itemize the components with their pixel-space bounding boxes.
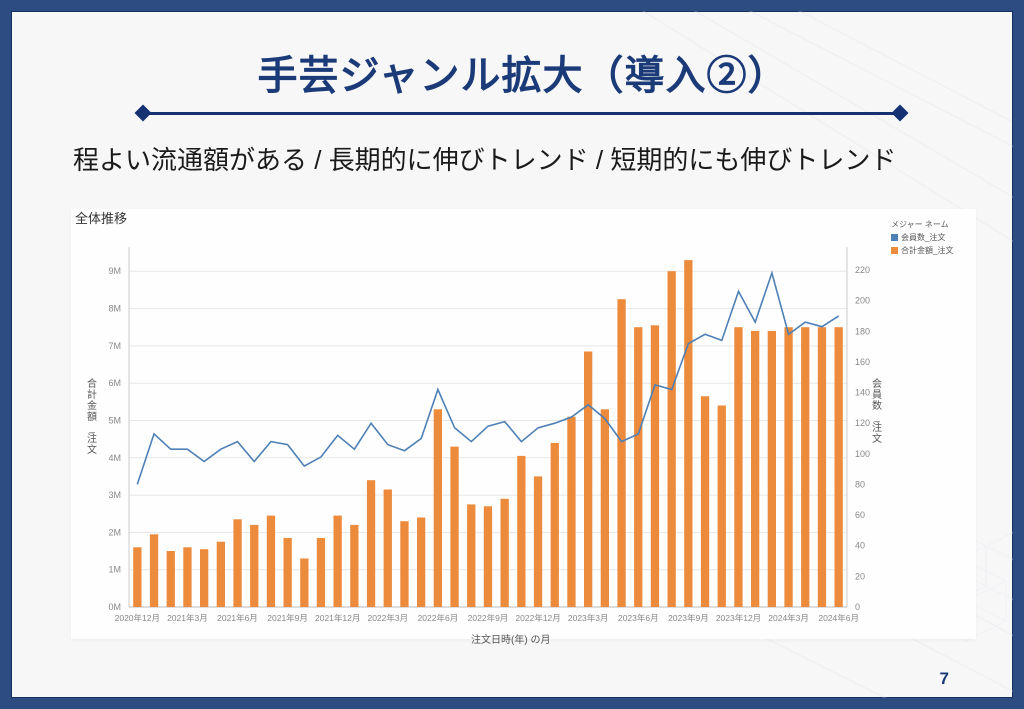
- svg-text:2024年6月: 2024年6月: [818, 613, 859, 623]
- svg-text:9M: 9M: [108, 266, 121, 276]
- svg-text:40: 40: [855, 541, 865, 551]
- svg-text:80: 80: [855, 479, 865, 489]
- svg-text:120: 120: [855, 418, 870, 428]
- svg-text:2021年12月: 2021年12月: [315, 613, 360, 623]
- svg-text:200: 200: [855, 296, 870, 306]
- svg-text:2022年12月: 2022年12月: [515, 613, 560, 623]
- svg-text:0M: 0M: [108, 602, 121, 612]
- svg-text:20: 20: [855, 571, 865, 581]
- svg-text:2021年6月: 2021年6月: [217, 613, 258, 623]
- svg-text:2023年6月: 2023年6月: [618, 613, 659, 623]
- svg-text:220: 220: [855, 265, 870, 275]
- svg-text:2023年9月: 2023年9月: [668, 613, 709, 623]
- svg-text:2024年3月: 2024年3月: [768, 613, 809, 623]
- svg-text:0: 0: [855, 602, 860, 612]
- svg-text:2021年9月: 2021年9月: [267, 613, 308, 623]
- svg-text:6M: 6M: [108, 378, 121, 388]
- svg-text:2M: 2M: [108, 527, 121, 537]
- svg-text:2021年3月: 2021年3月: [167, 613, 208, 623]
- svg-text:60: 60: [855, 510, 865, 520]
- svg-text:160: 160: [855, 357, 870, 367]
- svg-text:1M: 1M: [108, 565, 121, 575]
- svg-text:3M: 3M: [108, 490, 121, 500]
- svg-text:2022年6月: 2022年6月: [418, 613, 459, 623]
- svg-text:8M: 8M: [108, 304, 121, 314]
- svg-text:180: 180: [855, 326, 870, 336]
- svg-text:5M: 5M: [108, 416, 121, 426]
- svg-text:2023年12月: 2023年12月: [716, 613, 761, 623]
- svg-text:7M: 7M: [108, 341, 121, 351]
- svg-text:140: 140: [855, 388, 870, 398]
- svg-text:4M: 4M: [108, 453, 121, 463]
- svg-text:2020年12月: 2020年12月: [115, 613, 160, 623]
- svg-text:2023年3月: 2023年3月: [568, 613, 609, 623]
- svg-text:2022年9月: 2022年9月: [468, 613, 509, 623]
- svg-text:2022年3月: 2022年3月: [367, 613, 408, 623]
- svg-text:100: 100: [855, 449, 870, 459]
